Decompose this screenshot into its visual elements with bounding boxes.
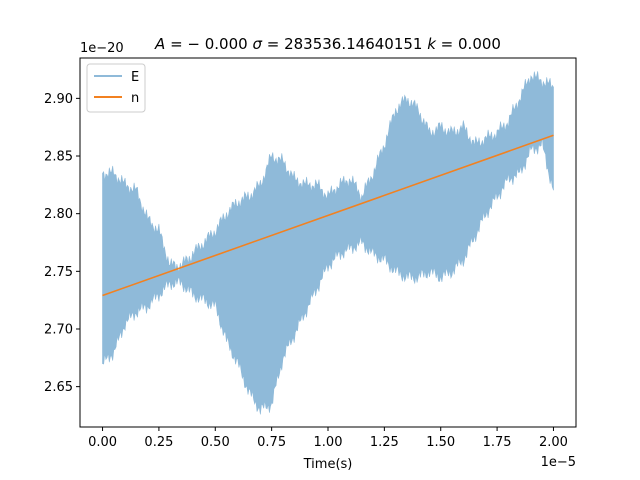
legend-label-e: E (131, 70, 139, 85)
title-part: k (427, 35, 437, 53)
x-axis-label: Time(s) (303, 457, 353, 472)
series-n-line (102, 134, 554, 297)
x-tick-label: 0.75 (257, 435, 286, 450)
y-tick-label: 2.75 (44, 265, 73, 280)
x-tick-label: 1.00 (314, 435, 343, 450)
title-part: σ (252, 35, 262, 53)
y-tick-label: 2.85 (44, 150, 73, 165)
y-tick-label: 2.70 (44, 322, 73, 337)
y-tick-label: 2.90 (44, 92, 73, 107)
title-part: = − 0.000 (165, 35, 252, 53)
x-tick-label: 0.25 (144, 435, 173, 450)
y-tick-label: 2.65 (44, 380, 73, 395)
x-tick-label: 0.50 (201, 435, 230, 450)
legend: E n (86, 63, 146, 113)
x-tick-label: 1.25 (370, 435, 399, 450)
x-tick-label: 2.00 (539, 435, 568, 450)
x-scale-label: 1e−5 (541, 455, 576, 470)
plot-area (102, 71, 554, 415)
x-tick-label: 1.50 (426, 435, 455, 450)
title-part: = 0.000 (436, 35, 501, 53)
x-tick-label: 0.00 (88, 435, 117, 450)
y-tick-label: 2.80 (44, 207, 73, 222)
legend-label-n: n (131, 91, 139, 106)
title-part: = 283536.14640151 (262, 35, 427, 53)
y-scale-label: 1e−20 (80, 41, 124, 56)
y-axis: 2.65 2.70 2.75 2.80 2.85 2.90 (44, 92, 80, 395)
series-e-band (102, 71, 554, 415)
chart-title: A = − 0.000 σ = 283536.14640151 k = 0.00… (154, 35, 501, 53)
x-tick-label: 1.75 (483, 435, 512, 450)
title-part: A (154, 35, 165, 53)
x-axis: 0.00 0.25 0.50 0.75 1.00 1.25 1.50 1.75 2.00 (88, 427, 568, 450)
